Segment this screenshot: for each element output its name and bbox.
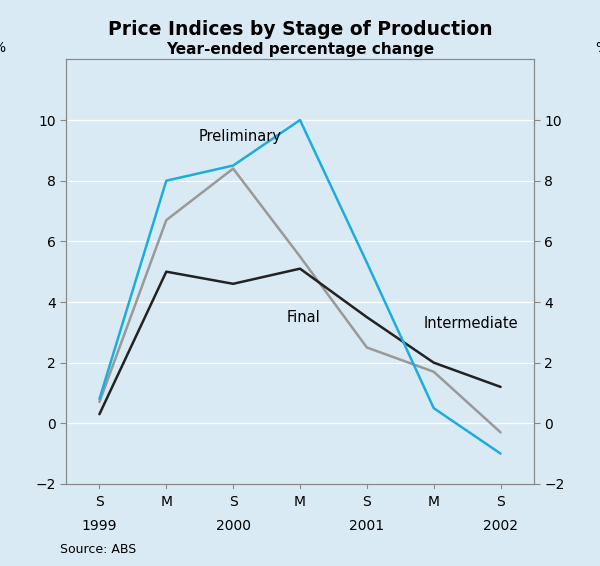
Text: M: M [428,495,440,508]
Text: S: S [229,495,238,508]
Text: Preliminary: Preliminary [199,129,281,144]
Text: 1999: 1999 [82,519,117,533]
Text: %: % [595,41,600,55]
Text: 2000: 2000 [215,519,251,533]
Text: 2001: 2001 [349,519,385,533]
Text: %: % [0,41,5,55]
Text: Intermediate: Intermediate [424,316,518,331]
Text: M: M [160,495,172,508]
Text: M: M [294,495,306,508]
Text: Year-ended percentage change: Year-ended percentage change [166,42,434,58]
Text: S: S [362,495,371,508]
Text: Price Indices by Stage of Production: Price Indices by Stage of Production [107,20,493,39]
Text: Final: Final [286,310,320,325]
Text: 2002: 2002 [483,519,518,533]
Text: S: S [95,495,104,508]
Text: Source: ABS: Source: ABS [60,543,136,556]
Text: S: S [496,495,505,508]
